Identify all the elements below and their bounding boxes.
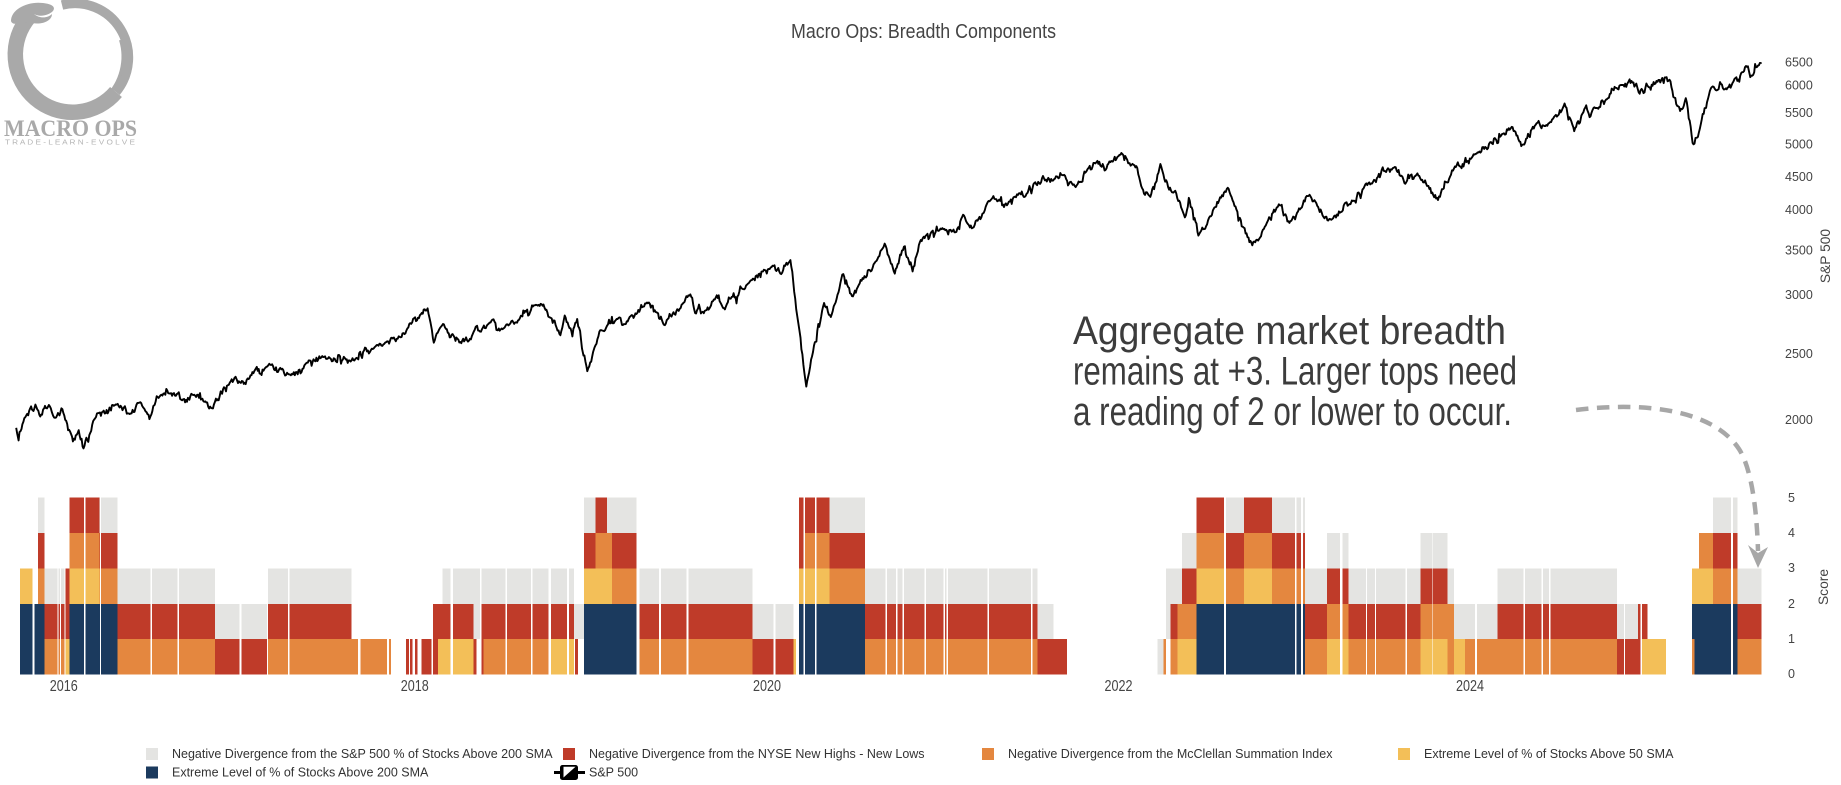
svg-text:4: 4 — [1788, 526, 1795, 540]
svg-text:remains at +3. Larger tops nee: remains at +3. Larger tops need — [1073, 350, 1517, 394]
svg-text:2500: 2500 — [1785, 347, 1813, 361]
svg-text:Negative Divergence from the N: Negative Divergence from the NYSE New Hi… — [589, 747, 925, 761]
svg-text:a reading of 2 or lower to occ: a reading of 2 or lower to occur. — [1073, 390, 1512, 434]
svg-text:S&P 500: S&P 500 — [589, 766, 638, 780]
svg-text:4000: 4000 — [1785, 203, 1813, 217]
svg-text:2016: 2016 — [50, 678, 78, 695]
svg-text:T R A D E - L E A R N - E: T R A D E - L E A R N - E V O L V E — [5, 140, 135, 147]
svg-text:3500: 3500 — [1785, 244, 1813, 258]
svg-text:4500: 4500 — [1785, 170, 1813, 184]
svg-text:2018: 2018 — [401, 678, 429, 695]
svg-text:2000: 2000 — [1785, 413, 1813, 427]
svg-text:Macro Ops: Breadth Components: Macro Ops: Breadth Components — [791, 21, 1056, 43]
svg-text:Negative Divergence from the S: Negative Divergence from the S&P 500 % o… — [172, 747, 553, 761]
svg-text:0: 0 — [1788, 667, 1795, 681]
svg-text:1: 1 — [1788, 632, 1795, 646]
svg-text:Negative Divergence from the M: Negative Divergence from the McClellan S… — [1008, 747, 1333, 761]
svg-text:5500: 5500 — [1785, 106, 1813, 120]
svg-text:MACRO OPS: MACRO OPS — [4, 116, 137, 141]
svg-text:Extreme Level of % of Stocks A: Extreme Level of % of Stocks Above 50 SM… — [1424, 747, 1674, 761]
svg-text:3000: 3000 — [1785, 288, 1813, 302]
svg-text:5: 5 — [1788, 491, 1795, 505]
svg-text:6000: 6000 — [1785, 79, 1813, 93]
svg-text:Score: Score — [1816, 569, 1831, 605]
svg-text:Extreme Level of % of Stocks A: Extreme Level of % of Stocks Above 200 S… — [172, 766, 429, 780]
svg-text:2022: 2022 — [1105, 678, 1133, 695]
svg-text:2: 2 — [1788, 597, 1795, 611]
svg-text:S&P 500: S&P 500 — [1818, 229, 1833, 284]
svg-text:Aggregate market breadth: Aggregate market breadth — [1073, 309, 1506, 353]
svg-text:6500: 6500 — [1785, 56, 1813, 70]
svg-text:2024: 2024 — [1456, 678, 1484, 695]
svg-text:2020: 2020 — [753, 678, 781, 695]
svg-text:3: 3 — [1788, 561, 1795, 575]
svg-text:5000: 5000 — [1785, 138, 1813, 152]
